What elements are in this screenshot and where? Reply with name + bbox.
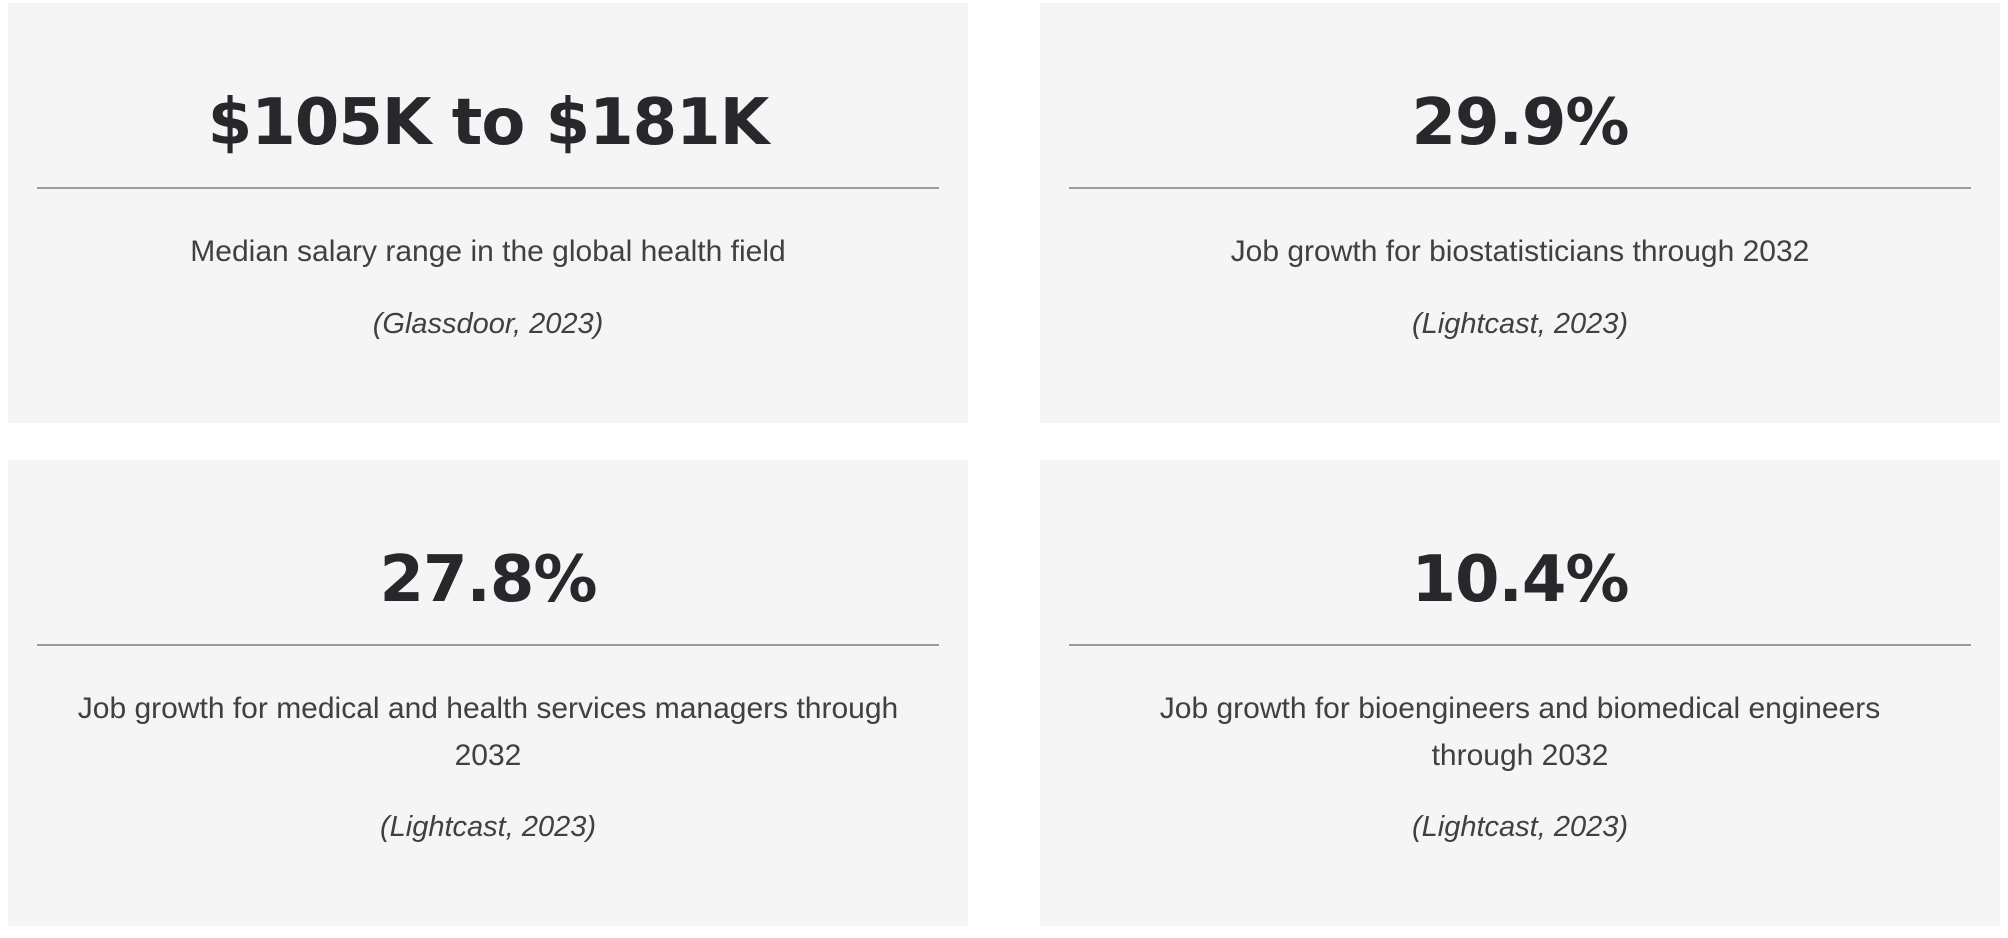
stat-card-biostatisticians-growth: 29.9% Job growth for biostatisticians th… xyxy=(1040,3,2000,423)
stat-description: Job growth for bioengineers and biomedic… xyxy=(1159,692,1881,772)
stat-card-health-services-managers-growth: 27.8% Job growth for medical and health … xyxy=(8,460,968,926)
stat-source-citation: (Lightcast, 2023) xyxy=(1411,811,1628,843)
divider xyxy=(36,187,940,189)
divider xyxy=(1068,187,1972,189)
stat-source-citation: (Glassdoor, 2023) xyxy=(372,307,604,340)
stat-description: Job growth for medical and health servic… xyxy=(77,692,899,772)
stat-card-salary-range: $105K to $181K Median salary range in th… xyxy=(8,3,968,423)
stat-value: 29.9% xyxy=(1411,86,1629,160)
divider xyxy=(1068,644,1972,646)
stat-source-citation: (Lightcast, 2023) xyxy=(379,811,596,843)
stat-description: Median salary range in the global health… xyxy=(190,235,786,268)
divider xyxy=(36,644,940,646)
stat-description: Job growth for biostatisticians through … xyxy=(1230,235,1810,268)
stat-source-citation: (Lightcast, 2023) xyxy=(1411,307,1628,340)
stat-value: 27.8% xyxy=(379,543,597,617)
stat-value: 10.4% xyxy=(1411,543,1629,617)
stat-value: $105K to $181K xyxy=(207,86,770,160)
stat-card-bioengineers-growth: 10.4% Job growth for bioengineers and bi… xyxy=(1040,460,2000,926)
